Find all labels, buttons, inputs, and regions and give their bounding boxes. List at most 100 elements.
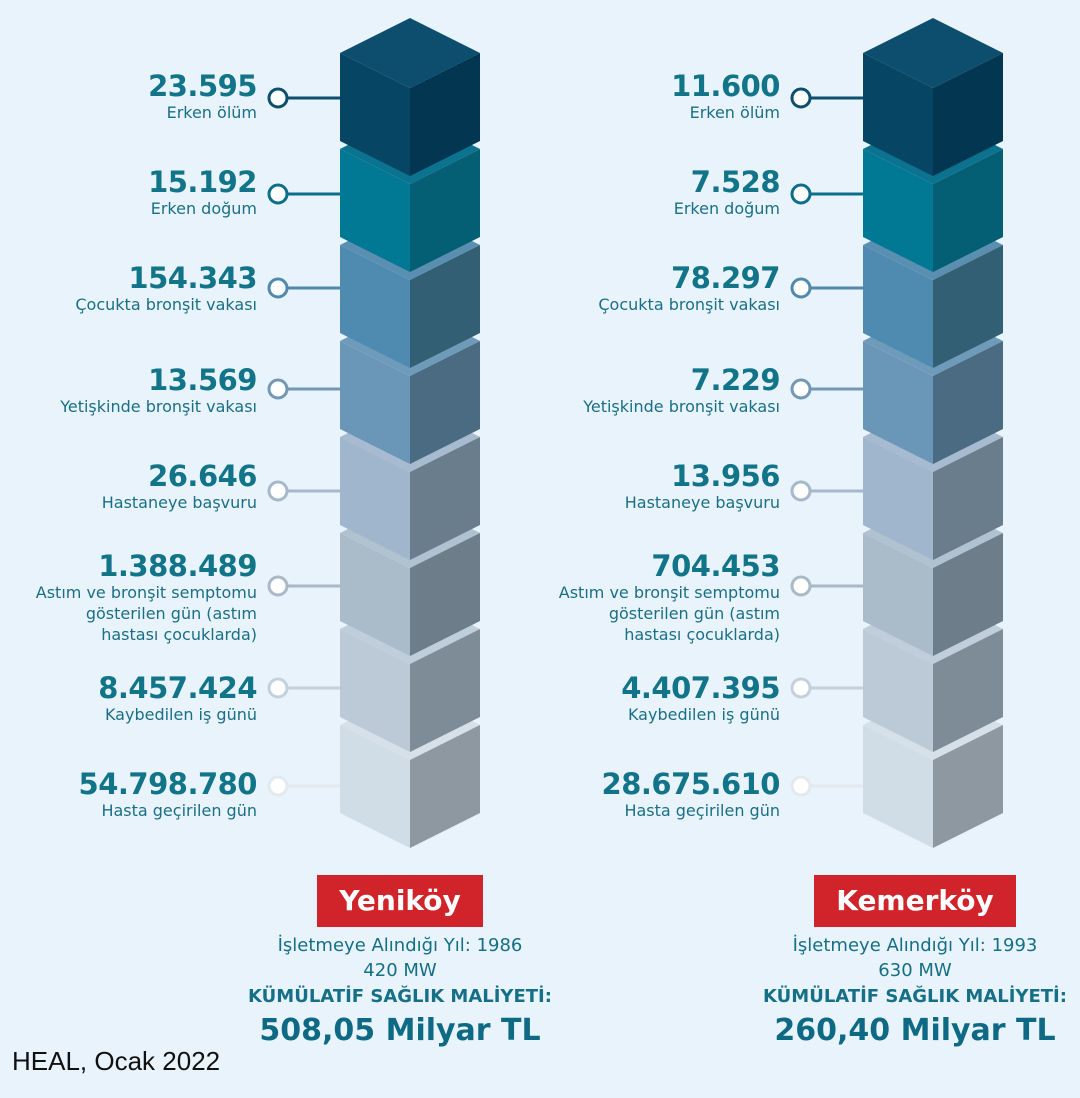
plant-cost-label: KÜMÜLATİF SAĞLIK MALİYETİ: (763, 986, 1067, 1007)
stat-label: Erken doğum (150, 199, 257, 218)
connector-dot (267, 378, 289, 400)
cube-side-face (410, 53, 480, 176)
stat-item: 7.229 Yetişkinde bronşit vakası (530, 364, 780, 417)
cube-side-face (410, 341, 480, 464)
stat-label: Erken doğum (673, 199, 780, 218)
source-credit: HEAL, Ocak 2022 (12, 1046, 221, 1076)
cube-front-face (863, 245, 933, 368)
stat-item: 13.569 Yetişkinde bronşit vakası (7, 364, 257, 417)
plant-year-text: İşletmeye Alındığı Yıl: 1993 (792, 935, 1038, 956)
connector-dot (790, 775, 812, 797)
stat-label: Yetişkinde bronşit vakası (60, 397, 257, 416)
cube-front-face (863, 341, 933, 464)
cube-side-face (933, 629, 1003, 752)
plant-cost-value: 508,05 Milyar TL (259, 1013, 541, 1048)
cube-side-face (933, 725, 1003, 848)
stat-label: Yetişkinde bronşit vakası (583, 397, 780, 416)
stat-value: 23.595 (148, 69, 257, 103)
plant-capacity-text: 630 MW (878, 960, 952, 981)
stat-label: Hastaneye başvuru (624, 493, 780, 512)
cube-side-face (933, 149, 1003, 272)
stat-value: 7.528 (690, 165, 781, 199)
cube-stack-0 (340, 18, 480, 848)
connector-dot (790, 277, 812, 299)
cube-side-face (410, 629, 480, 752)
plant-summary-kemerkoy: Kemerköy İşletmeye Alındığı Yıl: 1993 63… (705, 875, 1080, 1051)
stat-label: Kaybedilen iş günü (104, 705, 257, 724)
cube-front-face (863, 533, 933, 656)
stat-label: Hasta geçirilen gün (101, 801, 257, 820)
cube-front-face (340, 725, 410, 848)
cube-front-face (340, 437, 410, 560)
stat-item: 28.675.610 Hasta geçirilen gün (530, 767, 781, 821)
stat-value: 4.407.395 (621, 671, 780, 705)
stat-value: 54.798.780 (78, 767, 258, 801)
connector-dot (790, 183, 812, 205)
stat-item: 15.192 Erken doğum (7, 166, 257, 219)
cube-stack-1 (863, 18, 1003, 848)
connector-dot (267, 677, 289, 699)
cube-front-face (863, 53, 933, 176)
plant-cost-value: 260,40 Milyar TL (774, 1013, 1056, 1048)
plant-name-badge: Kemerköy (814, 875, 1016, 927)
cube-block (863, 18, 1003, 176)
stat-label: Hasta geçirilen gün (624, 801, 780, 820)
stat-value: 28.675.610 (601, 767, 781, 801)
plant-year-text: İşletmeye Alındığı Yıl: 1986 (277, 935, 523, 956)
stat-label: Hastaneye başvuru (101, 493, 257, 512)
cube-side-face (933, 341, 1003, 464)
connector-dot (790, 480, 812, 502)
stat-value: 13.569 (148, 363, 257, 397)
cube-side-face (410, 245, 480, 368)
stat-value: 1.388.489 (98, 549, 257, 583)
stat-item: 13.956 Hastaneye başvuru (530, 459, 781, 513)
connector-dot (790, 87, 812, 109)
cube-front-face (863, 149, 933, 272)
stat-item: 26.646 Hastaneye başvuru (7, 459, 258, 513)
connector-dot (267, 575, 289, 597)
plant-cost-label: KÜMÜLATİF SAĞLIK MALİYETİ: (248, 986, 552, 1007)
stat-item: 54.798.780 Hasta geçirilen gün (7, 767, 258, 821)
stat-value: 26.646 (148, 459, 257, 493)
stat-label: Erken ölüm (689, 103, 780, 122)
plant-capacity-text: 420 MW (363, 960, 437, 981)
cube-side-face (933, 533, 1003, 656)
stat-item: 8.457.424 Kaybedilen iş günü (7, 672, 257, 725)
stat-item: 154.343 Çocukta bronşit vakası (7, 262, 257, 315)
connector-dot (267, 277, 289, 299)
cube-front-face (340, 53, 410, 176)
connector-dot (790, 575, 812, 597)
stat-item: 23.595 Erken ölüm (7, 70, 257, 123)
stat-item: 4.407.395 Kaybedilen iş günü (530, 672, 780, 725)
stat-value: 8.457.424 (98, 671, 257, 705)
connector-dot (267, 183, 289, 205)
stat-item: 7.528 Erken doğum (530, 165, 781, 219)
plant-name-badge: Yeniköy (317, 875, 483, 927)
stat-item: 1.388.489 Astım ve bronşit semptomu göste… (7, 549, 258, 645)
stat-value: 78.297 (671, 261, 780, 295)
stat-label: Astım ve bronşit semptomu gösterilen gün… (35, 583, 257, 644)
cube-front-face (340, 149, 410, 272)
stat-label: Kaybedilen iş günü (627, 705, 780, 724)
cube-front-face (340, 533, 410, 656)
cube-front-face (863, 437, 933, 560)
plant-summary-yenikoy: Yeniköy İşletmeye Alındığı Yıl: 1986 420… (190, 875, 610, 1051)
stat-label: Çocukta bronşit vakası (75, 295, 257, 314)
cube-front-face (863, 725, 933, 848)
stat-value: 13.956 (671, 459, 780, 493)
stat-value: 7.229 (690, 363, 781, 397)
cube-front-face (340, 341, 410, 464)
stat-value: 15.192 (148, 165, 257, 199)
stat-value: 704.453 (651, 549, 780, 583)
connector-dot (790, 378, 812, 400)
cube-side-face (410, 437, 480, 560)
cube-block (340, 18, 480, 176)
cube-front-face (340, 629, 410, 752)
stat-label: Erken ölüm (166, 103, 257, 122)
cube-side-face (933, 437, 1003, 560)
cube-side-face (933, 53, 1003, 176)
stat-label: Astım ve bronşit semptomu gösterilen gün… (558, 583, 780, 644)
connector-dot (267, 775, 289, 797)
connector-dot (267, 480, 289, 502)
